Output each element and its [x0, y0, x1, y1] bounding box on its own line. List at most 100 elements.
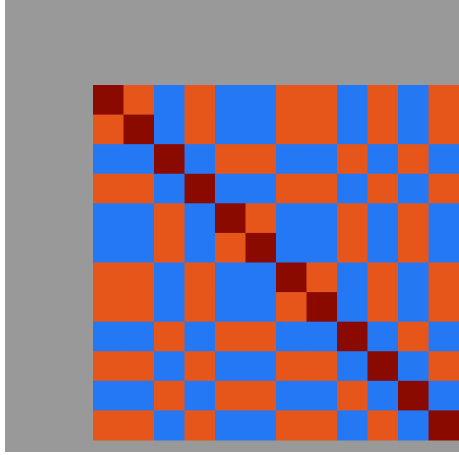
heatmap-cell: [154, 262, 185, 293]
heatmap-cell: [428, 203, 459, 234]
heatmap-cell: [306, 262, 338, 293]
heatmap: [93, 85, 459, 441]
heatmap-cell: [93, 292, 124, 323]
heatmap-cell: [337, 321, 368, 352]
heatmap-cell: [276, 321, 307, 352]
heatmap-cell: [306, 85, 338, 116]
heatmap-cell: [215, 144, 246, 175]
heatmap-cell: [337, 292, 368, 323]
heatmap-cell: [428, 321, 459, 352]
heatmap-cell: [306, 144, 338, 175]
heatmap-cell: [367, 203, 399, 234]
heatmap-cell: [276, 173, 307, 204]
heatmap-cell: [154, 351, 185, 382]
heatmap-cell: [123, 173, 155, 204]
heatmap-cell: [276, 144, 307, 175]
heatmap-cell: [123, 232, 155, 263]
heatmap-cell: [123, 114, 155, 145]
heatmap-cell: [93, 144, 124, 175]
heatmap-cell: [398, 380, 429, 411]
heatmap-cell: [367, 292, 399, 323]
heatmap-cell: [184, 232, 216, 263]
heatmap-cell: [367, 232, 399, 263]
heatmap-cell: [184, 380, 216, 411]
heatmap-cell: [154, 380, 185, 411]
heatmap-cell: [306, 410, 338, 441]
heatmap-cell: [215, 85, 246, 116]
heatmap-cell: [398, 85, 429, 116]
heatmap-cell: [184, 410, 216, 441]
heatmap-cell: [398, 262, 429, 293]
heatmap-cell: [123, 144, 155, 175]
heatmap-cell: [306, 351, 338, 382]
heatmap-cell: [337, 85, 368, 116]
heatmap-cell: [398, 410, 429, 441]
heatmap-cell: [276, 292, 307, 323]
heatmap-cell: [337, 144, 368, 175]
heatmap-cell: [154, 292, 185, 323]
heatmap-cell: [93, 262, 124, 293]
heatmap-cell: [123, 262, 155, 293]
heatmap-cell: [123, 410, 155, 441]
heatmap-cell: [123, 203, 155, 234]
heatmap-cell: [337, 410, 368, 441]
heatmap-cell: [245, 380, 277, 411]
heatmap-cell: [428, 85, 459, 116]
heatmap-cell: [123, 321, 155, 352]
heatmap-cell: [245, 410, 277, 441]
heatmap-cell: [398, 144, 429, 175]
heatmap-cell: [245, 173, 277, 204]
heatmap-cell: [184, 262, 216, 293]
heatmap-cell: [276, 203, 307, 234]
heatmap-cell: [93, 410, 124, 441]
heatmap-cell: [398, 321, 429, 352]
heatmap-cell: [398, 232, 429, 263]
heatmap-cell: [154, 232, 185, 263]
heatmap-cell: [154, 144, 185, 175]
heatmap-cell: [245, 144, 277, 175]
heatmap-cell: [215, 292, 246, 323]
heatmap-cell: [428, 114, 459, 145]
heatmap-cell: [306, 203, 338, 234]
heatmap-cell: [154, 85, 185, 116]
heatmap-cell: [184, 292, 216, 323]
heatmap-cell: [215, 262, 246, 293]
heatmap-cell: [215, 410, 246, 441]
heatmap-cell: [154, 410, 185, 441]
heatmap-cell: [428, 292, 459, 323]
heatmap-cell: [306, 292, 338, 323]
heatmap-cell: [367, 321, 399, 352]
heatmap-cell: [245, 292, 277, 323]
heatmap-cell: [306, 232, 338, 263]
heatmap-cell: [306, 114, 338, 145]
heatmap-cell: [337, 232, 368, 263]
heatmap-cell: [428, 262, 459, 293]
heatmap-cell: [276, 114, 307, 145]
heatmap-cell: [184, 203, 216, 234]
heatmap-cell: [306, 173, 338, 204]
heatmap-cell: [367, 173, 399, 204]
heatmap-cell: [276, 262, 307, 293]
heatmap-cell: [276, 410, 307, 441]
heatmap-cell: [184, 114, 216, 145]
heatmap-cell: [428, 410, 459, 441]
heatmap-cell: [398, 203, 429, 234]
heatmap-cell: [93, 321, 124, 352]
heatmap-cell: [184, 351, 216, 382]
heatmap-cell: [367, 262, 399, 293]
heatmap-cell: [367, 380, 399, 411]
heatmap-cell: [154, 203, 185, 234]
heatmap-cell: [245, 203, 277, 234]
heatmap-cell: [184, 173, 216, 204]
heatmap-cell: [245, 85, 277, 116]
heatmap-cell: [245, 321, 277, 352]
heatmap-cell: [306, 380, 338, 411]
heatmap-cell: [276, 351, 307, 382]
heatmap-cell: [367, 144, 399, 175]
heatmap-cell: [398, 292, 429, 323]
heatmap-cell: [215, 173, 246, 204]
heatmap-cell: [428, 380, 459, 411]
heatmap-cell: [276, 85, 307, 116]
heatmap-cell: [367, 114, 399, 145]
heatmap-cell: [367, 85, 399, 116]
